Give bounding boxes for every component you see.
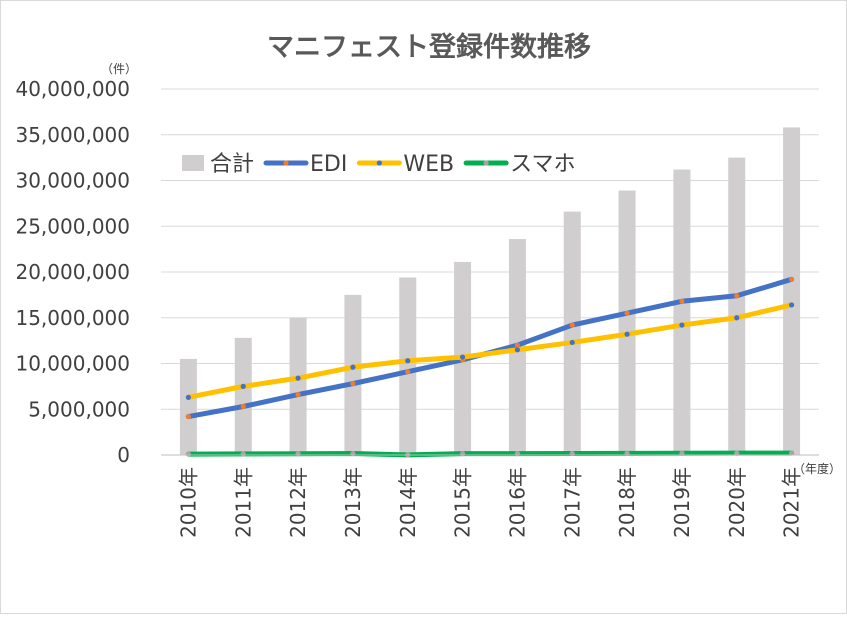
y-tick-label: 35,000,000 bbox=[15, 123, 130, 147]
point-smartphone bbox=[185, 451, 192, 457]
point-edi bbox=[295, 392, 301, 398]
y-axis: 0 5,000,000 10,000,000 15,000,000 20,000,000… bbox=[15, 77, 819, 467]
x-tick-label: 2013年 bbox=[341, 467, 365, 538]
point-web bbox=[734, 315, 740, 321]
point-web bbox=[459, 354, 466, 360]
point-edi bbox=[405, 369, 411, 375]
bar-series-total bbox=[179, 127, 801, 456]
point-web bbox=[350, 364, 356, 370]
x-axis: 2010年 2011年 2012年 2013年 2014年 2015年 2016年 2017年… bbox=[176, 467, 803, 538]
y-tick-label: 20,000,000 bbox=[15, 260, 130, 284]
x-tick-label: 2019年 bbox=[670, 467, 694, 538]
point-smartphone bbox=[788, 450, 795, 456]
legend-marker-web bbox=[376, 160, 382, 166]
x-tick-label: 2021年 bbox=[780, 467, 804, 538]
point-edi bbox=[514, 342, 521, 348]
y-tick-label: 10,000,000 bbox=[15, 352, 130, 376]
point-smartphone bbox=[734, 450, 740, 456]
y-tick-label: 5,000,000 bbox=[28, 397, 130, 421]
y-tick-label: 30,000,000 bbox=[15, 169, 130, 193]
point-edi bbox=[679, 298, 685, 304]
x-tick-label: 2016年 bbox=[505, 467, 529, 538]
legend-marker-edi bbox=[283, 160, 289, 166]
y-tick-label: 15,000,000 bbox=[15, 306, 130, 330]
legend-swatch-total bbox=[182, 155, 204, 171]
point-web bbox=[569, 339, 575, 346]
x-tick-label: 2012年 bbox=[286, 467, 310, 538]
legend-marker-smartphone bbox=[483, 160, 489, 166]
point-edi bbox=[185, 413, 192, 420]
point-web bbox=[295, 375, 301, 381]
point-smartphone bbox=[240, 451, 246, 457]
bar-total bbox=[563, 211, 581, 455]
point-edi bbox=[788, 276, 795, 282]
bar-total bbox=[289, 317, 307, 455]
bar-total bbox=[618, 190, 636, 455]
legend-label-total: 合計 bbox=[210, 152, 254, 177]
line-edi bbox=[185, 276, 795, 420]
bar-total bbox=[783, 127, 801, 456]
gridlines bbox=[161, 88, 819, 456]
legend: 合計 EDI WEB スマホ bbox=[182, 152, 575, 177]
point-edi bbox=[734, 293, 740, 299]
bar-total bbox=[399, 277, 417, 455]
chart-title: マニフェスト登録件数推移 bbox=[267, 31, 591, 63]
point-web bbox=[788, 302, 795, 308]
bar-total bbox=[179, 358, 197, 455]
point-web bbox=[679, 322, 685, 328]
y-tick-label: 40,000,000 bbox=[15, 77, 130, 101]
x-unit-label: （年度） bbox=[793, 461, 841, 476]
line-series-group bbox=[185, 276, 795, 458]
x-tick-label: 2018年 bbox=[615, 467, 639, 538]
line-web bbox=[185, 302, 795, 400]
y-tick-label: 25,000,000 bbox=[15, 214, 130, 238]
x-tick-label: 2017年 bbox=[560, 467, 584, 538]
point-web bbox=[185, 394, 192, 400]
point-web bbox=[240, 383, 246, 389]
point-web bbox=[514, 347, 521, 353]
x-tick-label: 2020年 bbox=[725, 467, 749, 538]
point-smartphone bbox=[295, 451, 301, 457]
point-edi bbox=[240, 403, 246, 410]
point-edi bbox=[624, 310, 630, 316]
legend-label-web: WEB bbox=[403, 152, 454, 177]
point-web bbox=[405, 358, 411, 364]
x-tick-label: 2015年 bbox=[451, 467, 475, 538]
bar-total bbox=[728, 157, 746, 455]
bar-total bbox=[673, 169, 691, 455]
x-tick-label: 2011年 bbox=[231, 467, 255, 538]
y-tick-label: 0 bbox=[117, 443, 130, 467]
legend-label-smartphone: スマホ bbox=[510, 152, 575, 177]
line-smartphone bbox=[185, 450, 795, 458]
bar-total bbox=[344, 294, 362, 455]
y-unit-label: （件） bbox=[101, 62, 137, 76]
x-tick-label: 2010年 bbox=[176, 467, 200, 538]
point-edi bbox=[350, 381, 356, 387]
bar-total bbox=[234, 337, 252, 455]
point-web bbox=[624, 331, 630, 337]
legend-label-edi: EDI bbox=[310, 152, 347, 177]
point-edi bbox=[569, 322, 575, 328]
x-tick-label: 2014年 bbox=[396, 467, 420, 538]
